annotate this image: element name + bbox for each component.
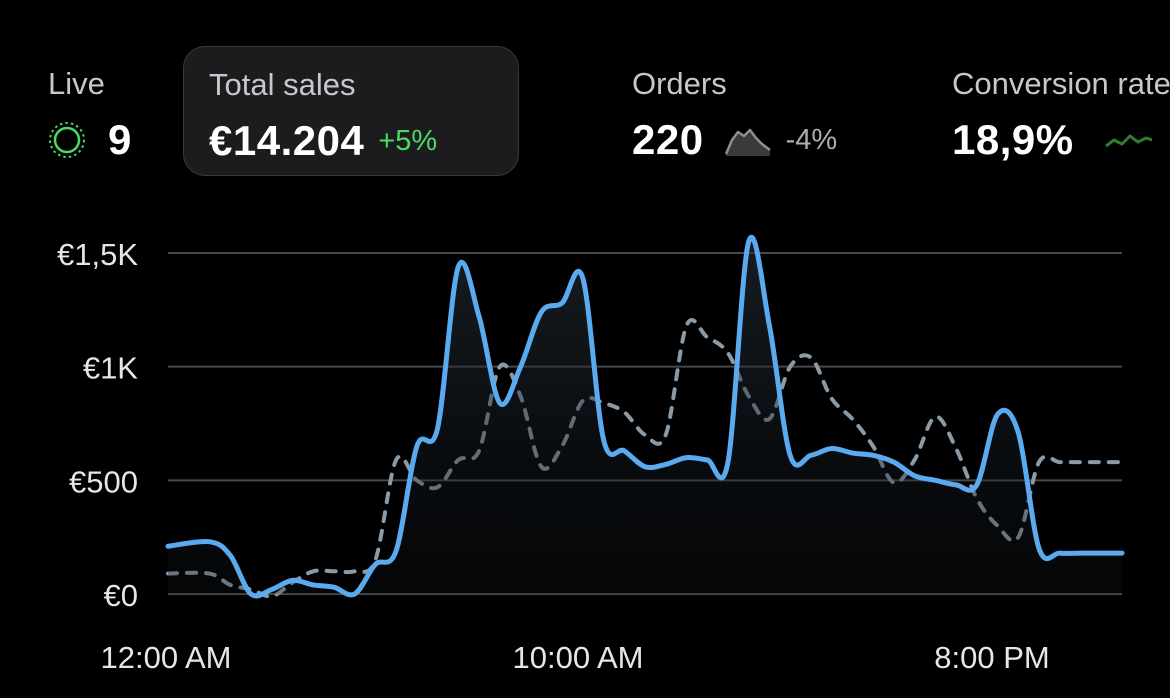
x-tick-label: 10:00 AM [513, 640, 644, 675]
current-series-line [165, 234, 1125, 599]
total-sales-value: €14.204 [209, 117, 365, 164]
metric-live[interactable]: Live 9 [48, 46, 132, 161]
x-tick-label: 12:00 AM [101, 640, 232, 675]
orders-change: -4% [785, 123, 838, 156]
x-tick-label: 8:00 PM [934, 640, 1049, 675]
metric-total-sales[interactable]: Total sales €14.204 +5% [183, 46, 519, 176]
metric-live-label: Live [48, 66, 105, 101]
metric-conversion-label: Conversion rate [952, 66, 1170, 101]
y-tick-label: €500 [69, 464, 138, 499]
y-tick-label: €0 [104, 578, 138, 613]
y-tick-label: €1,5K [57, 237, 138, 272]
comparison-series-line [166, 318, 1124, 599]
sparkline-icon [724, 128, 771, 156]
conversion-value: 18,9% [952, 116, 1074, 161]
orders-value: 220 [632, 116, 704, 163]
sparkline-icon [1104, 134, 1152, 148]
metric-total-sales-label: Total sales [209, 67, 356, 102]
series-area [168, 237, 1122, 597]
y-tick-label: €1K [83, 351, 138, 386]
metric-orders-label: Orders [632, 66, 727, 101]
live-pulse-icon [49, 122, 85, 158]
metric-orders[interactable]: Orders 220 -4% [632, 46, 837, 161]
metric-conversion[interactable]: Conversion rate 18,9% [952, 46, 1170, 161]
total-sales-change: +5% [378, 124, 438, 157]
live-visitor-count: 9 [108, 116, 132, 163]
sales-chart[interactable]: €0 €500 €1K €1,5K 12:00 AM 10:00 AM 8:00 PM [0, 200, 1170, 698]
